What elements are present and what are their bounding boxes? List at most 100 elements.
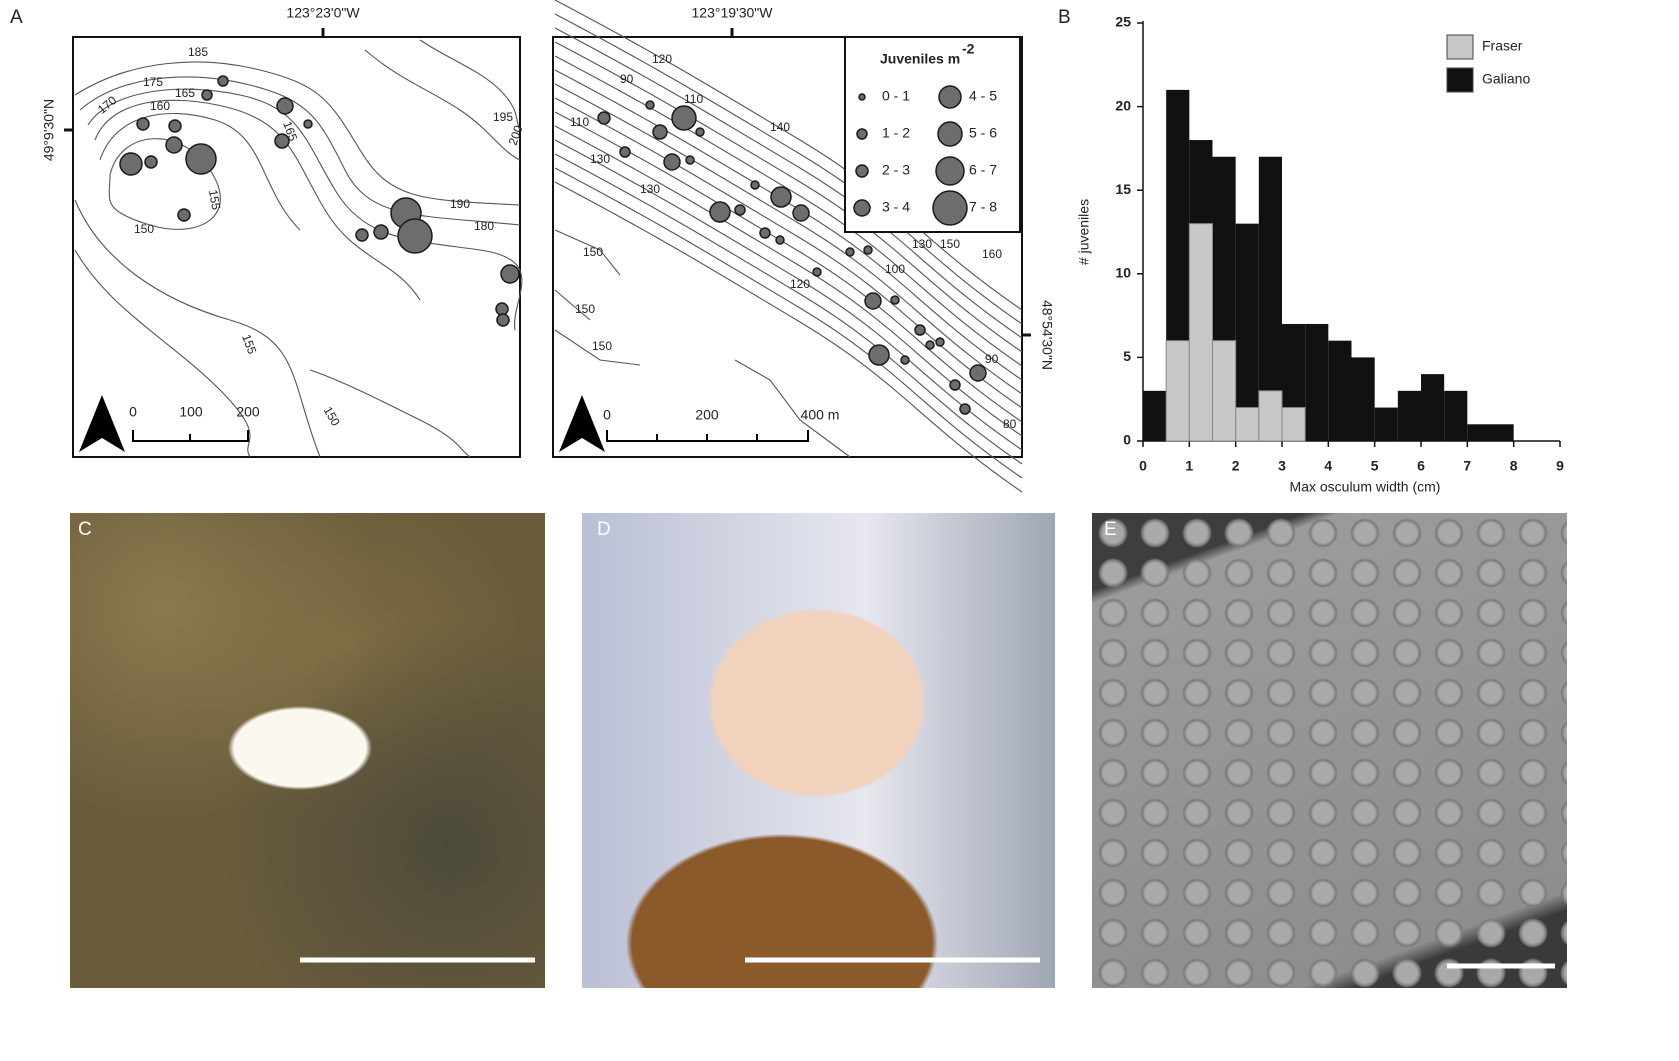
x-tick-label: 0 [1139,458,1147,474]
bar [1259,391,1282,441]
x-axis-label: Max osculum width (cm) [1290,479,1441,495]
legend-swatch [1447,68,1473,92]
x-tick-label: 8 [1510,458,1518,474]
contour-label: 150 [592,339,612,353]
bar [1213,341,1236,441]
y-tick-label: 25 [1115,14,1131,30]
legend-symbol [859,94,865,100]
legend-symbol [939,86,961,108]
bar [1491,424,1514,441]
bar [1305,324,1328,441]
x-tick-label: 2 [1232,458,1240,474]
bar [1328,341,1351,441]
longitude-label: 123°19'30"W [692,5,774,21]
contour-label: 160 [982,247,1002,261]
contour-label: 100 [885,262,905,276]
y-tick-label: 0 [1123,432,1131,448]
legend-label: 7 - 8 [969,199,997,215]
longitude-label: 123°23'0"W [286,5,360,21]
legend-symbol [854,200,870,216]
panel-letter: B [1058,7,1071,28]
bar [1467,424,1490,441]
contour-label: 110 [570,115,589,129]
bar [1444,391,1467,441]
legend-symbol [933,191,967,225]
x-tick-label: 1 [1185,458,1193,474]
contour-label: 90 [985,352,999,366]
legend-symbol [938,122,962,146]
bar [1375,408,1398,441]
scale-label: 200 [236,404,260,420]
contour-label: 150 [575,302,595,316]
y-tick-label: 5 [1123,348,1131,364]
legend-label: 2 - 3 [882,162,910,178]
legend-label: Galiano [1482,71,1530,87]
panel-letter: C [78,519,92,540]
contour-label: 120 [790,277,810,291]
legend-label: 3 - 4 [882,199,910,215]
contour-label: 90 [620,72,634,86]
legend-title-exponent: -2 [962,41,975,57]
panel-letter: E [1104,519,1117,540]
legend-label: 5 - 6 [969,125,997,141]
contour-label: 185 [188,45,208,59]
latitude-label: 49°9'30"N [41,99,57,161]
x-tick-label: 3 [1278,458,1286,474]
y-tick-label: 10 [1115,265,1131,281]
legend-symbol [857,129,867,139]
x-tick-label: 5 [1371,458,1379,474]
contour-label: 160 [150,99,170,113]
legend-label: Fraser [1482,38,1523,54]
contour-label: 140 [770,120,790,134]
contour-label: 190 [450,197,470,211]
bar [1352,357,1375,441]
x-tick-label: 7 [1463,458,1471,474]
bar [1398,391,1421,441]
contour-label: 150 [940,237,960,251]
contour-label: 110 [684,92,703,106]
map-left: 123°23'0"W 49°9'30"N 185 [41,5,526,457]
y-tick-label: 20 [1115,97,1131,113]
contour-label: 150 [583,245,603,259]
legend-label: 6 - 7 [969,162,997,178]
contour-label: 195 [493,110,513,124]
bar [1143,391,1166,441]
contour-label: 150 [134,222,154,236]
legend-label: 4 - 5 [969,88,997,104]
panel-letter: D [597,519,611,540]
contour-label: 130 [590,152,610,166]
bar [1189,224,1212,441]
x-tick-label: 4 [1324,458,1332,474]
histogram: Max osculum width (cm) # juveniles 05101… [1076,14,1564,495]
bar [1282,408,1305,441]
figure-svg: A B C D E 123°23'0"W 49°9'30"N [0,0,1679,1061]
legend-symbol [936,157,964,185]
scale-label: 0 [603,407,611,423]
legend-title: Juveniles m [880,51,960,67]
map-frame [73,37,520,457]
contour-label: 175 [143,75,163,89]
x-tick-label: 6 [1417,458,1425,474]
scale-label: 0 [129,404,137,420]
contour-label: 165 [175,86,195,100]
y-axis-label: # juveniles [1076,199,1092,265]
bar [1166,341,1189,441]
legend-swatch [1447,35,1473,59]
panel-letter: A [10,7,23,28]
legend-label: 1 - 2 [882,125,910,141]
scale-label: 100 [179,404,203,420]
scale-label: 400 m [801,407,840,423]
contour-label: 180 [474,219,494,233]
legend-label: 0 - 1 [882,88,910,104]
contour-label: 80 [1003,417,1017,431]
bar [1421,374,1444,441]
contour-label: 120 [652,52,672,66]
map-right: 123°19'30"W 48°54'30"N 120 90 110 110 14… [553,0,1055,492]
latitude-label: 48°54'30"N [1039,300,1055,370]
legend-symbol [856,165,868,177]
y-tick-label: 15 [1115,181,1131,197]
figure: {"panel_labels": ["A", "B", "C", "D", "E… [0,0,1679,1061]
contour-label: 130 [912,237,932,251]
contour-label: 130 [640,182,660,196]
scale-label: 200 [695,407,719,423]
